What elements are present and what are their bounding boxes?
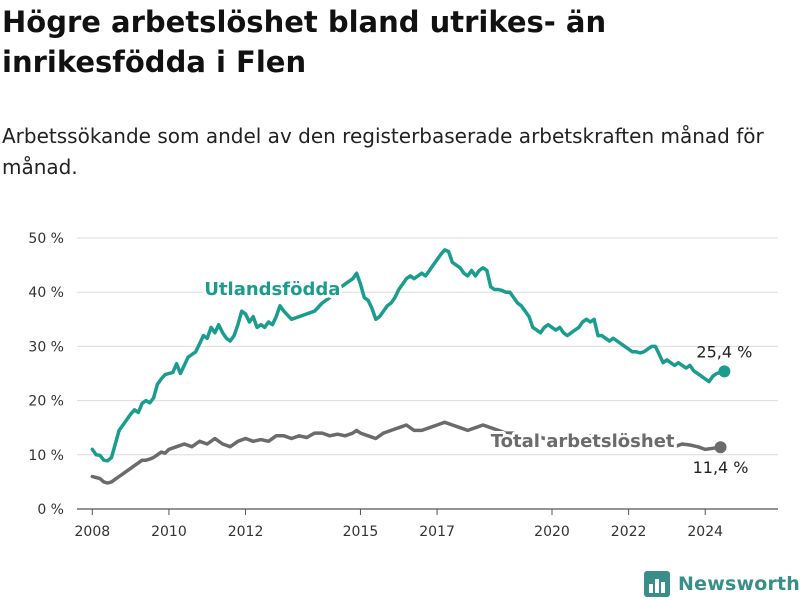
bar-chart-icon (644, 571, 670, 597)
end-value-label-utlandsfodda: 25,4 % (696, 342, 752, 361)
x-tick-label: 2017 (419, 524, 455, 540)
y-tick-label: 40 % (28, 285, 64, 301)
series-label-utlandsfodda: Utlandsfödda (204, 279, 340, 300)
end-marker-utlandsfodda (718, 365, 731, 378)
brand-name: Newsworthy (678, 573, 800, 595)
series-line-total (90, 420, 723, 485)
end-value-label-total: 11,4 % (693, 458, 749, 477)
x-tick-label: 2015 (343, 524, 379, 540)
x-axis: 2008 2010 2012 2015 2017 2020 2022 2024 (75, 509, 723, 540)
series-line-utlandsfodda (90, 248, 727, 463)
chart-title: Högre arbetslöshet bland utrikes- än inr… (2, 5, 607, 79)
y-tick-label: 0 % (37, 502, 64, 518)
y-tick-labels: 0 % 10 % 20 % 30 % 40 % 50 % (28, 231, 64, 518)
y-tick-label: 10 % (28, 448, 64, 464)
x-tick-label: 2024 (687, 524, 723, 540)
y-tick-label: 50 % (28, 231, 64, 247)
end-marker-total (714, 441, 727, 454)
series-lines (90, 248, 727, 485)
series-labels: Utlandsfödda Total arbetslöshet (201, 276, 678, 455)
chart-subtitle: Arbetssökande som andel av den registerb… (2, 124, 764, 179)
y-tick-label: 30 % (28, 339, 64, 355)
x-tick-label: 2008 (75, 524, 111, 540)
x-tick-label: 2010 (151, 524, 187, 540)
newsworthy-logo: Newsworthy (644, 568, 800, 600)
line-chart: 0 % 10 % 20 % 30 % 40 % 50 % 2008 2010 2012 2015… (28, 231, 778, 540)
y-tick-label: 20 % (28, 394, 64, 410)
series-label-total: Total arbetslöshet (491, 431, 675, 452)
end-markers: 25,4 % 11,4 % (693, 342, 753, 477)
y-grid (77, 237, 778, 510)
x-tick-label: 2022 (611, 524, 647, 540)
x-tick-label: 2012 (228, 524, 264, 540)
x-tick-label: 2020 (534, 524, 570, 540)
